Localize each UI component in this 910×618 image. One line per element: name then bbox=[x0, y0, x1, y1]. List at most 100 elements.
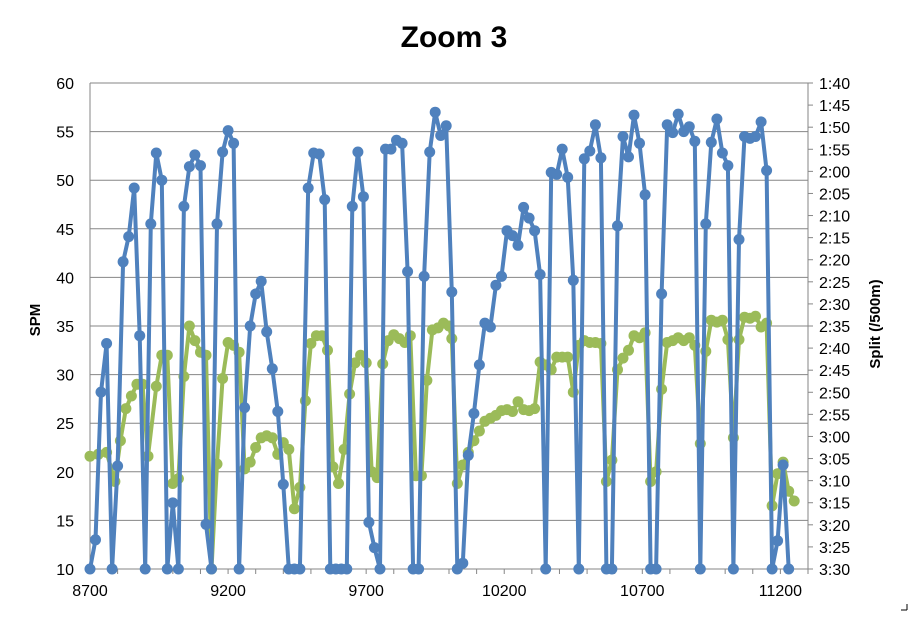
data-point bbox=[84, 450, 96, 462]
data-point bbox=[217, 373, 229, 384]
data-point bbox=[705, 136, 717, 148]
data-point bbox=[319, 194, 331, 206]
data-point bbox=[716, 314, 728, 326]
data-point bbox=[222, 125, 234, 137]
data-point bbox=[156, 174, 168, 186]
data-point bbox=[172, 563, 184, 575]
data-point bbox=[562, 171, 574, 183]
data-point bbox=[424, 146, 436, 158]
data-point bbox=[639, 189, 651, 201]
data-point bbox=[661, 119, 673, 131]
y2-tick-label: 2:10 bbox=[819, 209, 850, 226]
data-point bbox=[117, 256, 129, 268]
data-point bbox=[374, 563, 386, 575]
data-point bbox=[161, 563, 173, 575]
data-point bbox=[650, 563, 662, 575]
data-point bbox=[250, 288, 262, 300]
data-point bbox=[277, 478, 289, 490]
x-tick-label: 8700 bbox=[72, 583, 108, 600]
data-point bbox=[294, 563, 306, 575]
data-point bbox=[283, 443, 295, 455]
data-point bbox=[200, 518, 212, 530]
data-point bbox=[211, 218, 223, 230]
data-point bbox=[206, 563, 217, 575]
data-point bbox=[468, 408, 480, 419]
data-point bbox=[518, 201, 530, 213]
data-point bbox=[446, 286, 458, 298]
data-point bbox=[150, 380, 162, 392]
data-point bbox=[595, 152, 607, 164]
data-point bbox=[667, 127, 679, 139]
data-point bbox=[385, 143, 397, 155]
data-point bbox=[288, 503, 300, 515]
y2-tick-label: 1:50 bbox=[819, 120, 850, 137]
y2-tick-label: 3:10 bbox=[819, 474, 850, 491]
data-point bbox=[150, 147, 162, 159]
data-point bbox=[244, 320, 256, 332]
data-point bbox=[139, 563, 151, 575]
data-point bbox=[435, 130, 447, 141]
x-tick-label: 11200 bbox=[759, 583, 802, 600]
data-point bbox=[440, 120, 452, 132]
data-point bbox=[727, 563, 739, 575]
data-point bbox=[396, 137, 408, 149]
data-point bbox=[305, 338, 317, 349]
series-group bbox=[84, 106, 800, 575]
data-point bbox=[266, 363, 278, 375]
chart-title: Zoom 3 bbox=[401, 21, 508, 54]
data-point bbox=[457, 459, 469, 471]
data-point bbox=[128, 182, 140, 194]
x-tick-label: 9700 bbox=[348, 583, 384, 600]
y2-tick-label: 1:40 bbox=[819, 76, 850, 93]
data-point bbox=[302, 182, 314, 194]
y2-tick-label: 3:25 bbox=[819, 540, 850, 557]
data-point bbox=[623, 344, 634, 356]
data-point bbox=[106, 563, 118, 575]
data-point bbox=[733, 234, 745, 245]
y2-tick-label: 3:30 bbox=[819, 562, 850, 579]
y-tick-label: 35 bbox=[56, 319, 74, 336]
data-point bbox=[722, 160, 734, 172]
data-point bbox=[700, 218, 712, 230]
y2-tick-label: 3:20 bbox=[819, 518, 850, 535]
data-point bbox=[512, 239, 524, 251]
corner-resize-mark bbox=[901, 604, 908, 611]
data-point bbox=[228, 137, 240, 149]
data-point bbox=[244, 456, 256, 468]
y-tick-label: 15 bbox=[56, 513, 74, 530]
y2-tick-label: 2:25 bbox=[819, 275, 850, 292]
data-point bbox=[512, 396, 524, 408]
data-point bbox=[656, 288, 668, 300]
data-point bbox=[523, 212, 535, 224]
data-point bbox=[507, 230, 518, 242]
data-point bbox=[750, 131, 761, 142]
series-blue bbox=[84, 106, 795, 575]
data-point bbox=[355, 349, 367, 361]
x-tick-label: 10200 bbox=[482, 583, 527, 600]
data-point bbox=[352, 146, 364, 158]
data-point bbox=[623, 151, 634, 163]
y2-tick-label: 1:55 bbox=[819, 142, 850, 159]
data-point bbox=[496, 270, 507, 282]
data-point bbox=[584, 145, 596, 157]
y2-tick-label: 2:15 bbox=[819, 231, 850, 248]
y2-tick-label: 1:45 bbox=[819, 98, 850, 115]
tick-labels: 10 15 20 25 30 35 40 45 50 55 60 1:40 1:45 1:50 1:55 2:… bbox=[56, 76, 850, 600]
data-point bbox=[716, 147, 728, 159]
data-point bbox=[145, 218, 157, 230]
data-point bbox=[217, 146, 229, 158]
data-point bbox=[777, 459, 789, 471]
data-point bbox=[239, 402, 251, 414]
y2-tick-label: 3:05 bbox=[819, 452, 850, 469]
data-point bbox=[711, 113, 723, 125]
data-point bbox=[95, 386, 107, 398]
data-point bbox=[90, 534, 101, 546]
y2-tick-label: 2:40 bbox=[819, 341, 850, 358]
data-point bbox=[772, 535, 784, 547]
data-point bbox=[683, 332, 695, 344]
data-point bbox=[112, 460, 124, 472]
data-point bbox=[413, 563, 425, 575]
data-point bbox=[473, 359, 485, 371]
